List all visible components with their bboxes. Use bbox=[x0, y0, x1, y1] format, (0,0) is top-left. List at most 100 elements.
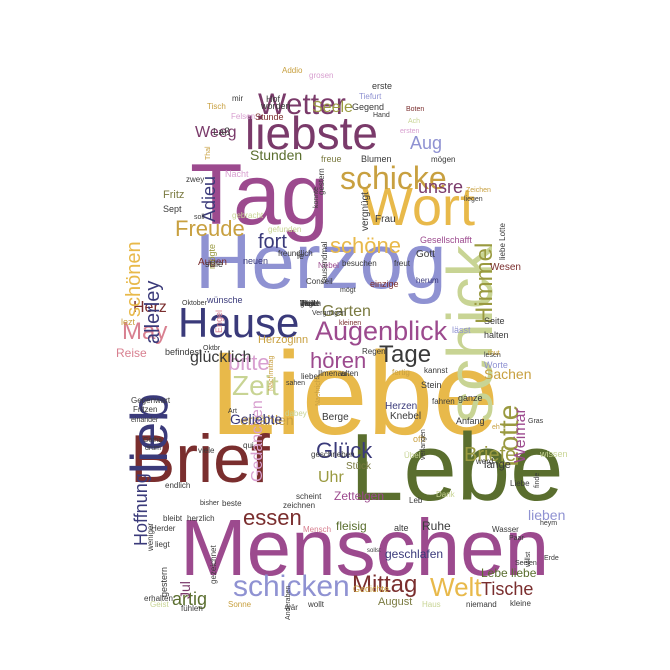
word-anfang: Anfang bbox=[456, 416, 485, 426]
word-menschen: Menschen bbox=[180, 503, 550, 592]
word-lieber: lieber bbox=[301, 372, 321, 381]
word-fühlen: fühlen bbox=[181, 604, 203, 613]
word-gegend: Gegend bbox=[352, 102, 385, 112]
word-gebracht: gebracht bbox=[232, 211, 264, 220]
word-thut: thut bbox=[488, 350, 500, 357]
word-geschrieben: geschrieben bbox=[311, 450, 355, 459]
word-herder: Herder bbox=[151, 524, 176, 533]
word-mensch: Mensch bbox=[303, 525, 332, 534]
word-zettelgen: Zettelgen bbox=[334, 489, 385, 503]
word-lebe-liebe: Lebe liebe bbox=[481, 566, 537, 580]
word-alte: alte bbox=[394, 523, 409, 533]
word-einzige: einzige bbox=[370, 279, 399, 289]
word-tage: Tage bbox=[379, 341, 432, 368]
word-boten: Boten bbox=[406, 106, 425, 113]
word-liebste: liebste bbox=[245, 107, 378, 159]
word-fleisig: fleisig bbox=[336, 519, 367, 533]
word-august: August bbox=[378, 596, 413, 608]
word-nachmittag: Nachmittag bbox=[268, 355, 275, 391]
word-vergnügen: Vergnügen bbox=[312, 310, 346, 317]
word-garten: Garten bbox=[322, 303, 371, 320]
word-anderaben: Anderaben bbox=[285, 585, 292, 620]
word-wissen: wissen bbox=[540, 449, 568, 459]
word-schönen: schönen bbox=[123, 241, 145, 317]
word-tag: Tag bbox=[190, 147, 329, 243]
word-sachen: Sachen bbox=[484, 366, 532, 382]
word-oktober: Oktober bbox=[182, 300, 207, 307]
word-fritz: Fritz bbox=[163, 189, 185, 201]
word-hand: Hand bbox=[373, 112, 390, 119]
word-stunde: Stunde bbox=[255, 112, 284, 122]
word-grosen: grosen bbox=[309, 71, 334, 80]
word-dabey: dabey bbox=[285, 409, 307, 418]
word-liebe: Liebe bbox=[210, 328, 499, 460]
word-kleine: kleine bbox=[510, 599, 531, 608]
word-wär: wär bbox=[285, 603, 298, 612]
word-gegenwart: Gegenwart bbox=[131, 396, 171, 405]
word-gotha: Gotha bbox=[143, 437, 163, 444]
word-vergnügt: vergnügt bbox=[360, 192, 371, 231]
word-nachricht: Nachricht bbox=[315, 376, 322, 406]
word-scheint: scheint bbox=[296, 492, 322, 501]
word-mittag: Mittag bbox=[352, 571, 418, 598]
word-briefe: Briefe bbox=[464, 444, 517, 466]
word-augenblick: Augenblick bbox=[315, 316, 448, 346]
word-unsre: unsre bbox=[418, 177, 464, 197]
word-gestern: gestern bbox=[159, 566, 169, 597]
word-herz: Herz bbox=[133, 299, 167, 316]
word-thal: Thal bbox=[205, 146, 212, 161]
word-allerley: allerley bbox=[142, 280, 164, 344]
word-niemand: niemand bbox=[466, 600, 497, 609]
word-weimar: Weimar bbox=[512, 407, 529, 463]
word-wünsche: wünsche bbox=[207, 295, 243, 305]
word-besuchen: besuchen bbox=[342, 259, 377, 268]
word-werd: werd bbox=[476, 457, 494, 466]
word-seite: Seite bbox=[484, 316, 505, 326]
word-stille: stille bbox=[205, 259, 224, 269]
word-hof: Hof bbox=[266, 94, 281, 104]
word-erzählen: erzählen bbox=[240, 412, 294, 428]
word-aug: Aug bbox=[410, 133, 443, 153]
word-offt: offt bbox=[413, 434, 426, 444]
word-mir: mir bbox=[232, 94, 244, 103]
word-nacht: Nacht bbox=[225, 169, 249, 179]
word-gezeichnet: gezeichnet bbox=[209, 545, 218, 584]
word-eh: eh bbox=[492, 424, 500, 431]
word-ach: Ach bbox=[408, 118, 421, 125]
word-sept: Sept bbox=[163, 204, 182, 214]
word-wollt: wollt bbox=[308, 600, 325, 609]
word-heym: heym bbox=[540, 520, 558, 527]
word-weniger: weniger bbox=[146, 522, 155, 551]
word-may: May bbox=[122, 318, 168, 345]
word-herzen: Herzen bbox=[385, 401, 418, 412]
word-bisher: bisher bbox=[200, 500, 220, 507]
word-sollst: sollst bbox=[367, 548, 381, 554]
word-sahen: sahen bbox=[286, 380, 306, 387]
word-knebel: Knebel bbox=[390, 411, 422, 422]
word-zeit: Zeit bbox=[232, 370, 279, 401]
word-bleibt: bleibt bbox=[163, 514, 183, 523]
word-leb: Leb bbox=[409, 496, 423, 505]
word-tische: Tische bbox=[481, 579, 534, 599]
word-stein: Stein bbox=[421, 380, 442, 390]
word-ganze: ganze bbox=[458, 393, 483, 403]
word-reise: Reise bbox=[116, 346, 147, 360]
word-einander: einander bbox=[131, 417, 159, 424]
word-finde: finde bbox=[534, 473, 541, 489]
word-beide: beide bbox=[300, 299, 320, 308]
word-hause: Hause bbox=[178, 299, 300, 346]
word-artig: artig bbox=[172, 589, 208, 609]
word-wesen: Wesen bbox=[490, 262, 521, 273]
word-geschlafen: geschlafen bbox=[385, 547, 444, 561]
word-addio: Addio bbox=[282, 66, 303, 75]
word-geist: Geist bbox=[150, 600, 169, 609]
word-paar: Paar bbox=[509, 535, 524, 542]
word-freue: freue bbox=[321, 154, 342, 164]
word-lange: lange bbox=[484, 459, 511, 471]
word-freundlich: freundlich bbox=[278, 249, 313, 258]
word-gesellschafft: Gesellschafft bbox=[420, 235, 472, 245]
word-neuen: neuen bbox=[243, 256, 269, 266]
word-halten: halten bbox=[484, 330, 509, 340]
word-drum: drum bbox=[145, 445, 161, 452]
